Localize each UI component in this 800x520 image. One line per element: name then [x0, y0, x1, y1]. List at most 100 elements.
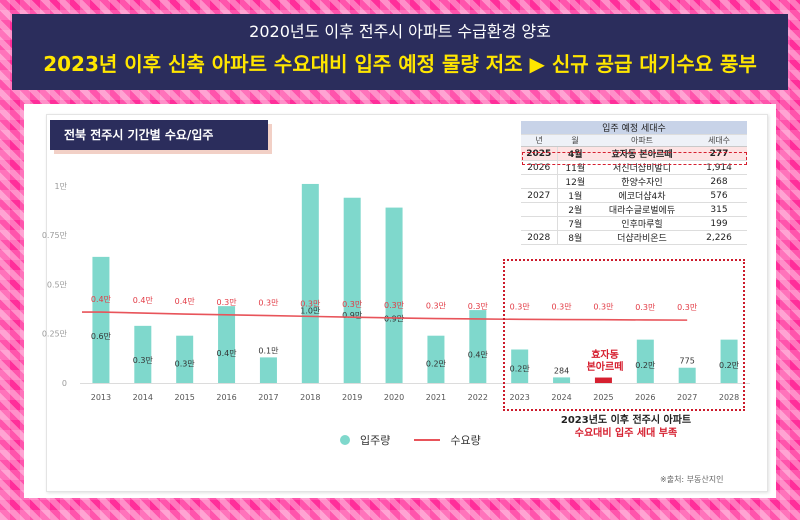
supply-bar-label: 1.0만	[300, 306, 321, 315]
x-tick-label: 2020	[384, 393, 404, 402]
demand-point-label: 0.3만	[217, 298, 238, 307]
supply-bar-label: 0.2만	[426, 359, 447, 368]
supply-bar-label: 0.4만	[468, 350, 489, 359]
demand-point-label: 0.3만	[552, 303, 573, 312]
schedule-title-row: 입주 예정 세대수	[521, 121, 747, 135]
legend-bar-label: 입주량	[360, 434, 391, 447]
demand-point-label: 0.3만	[593, 303, 614, 312]
demand-point-label: 0.3만	[342, 300, 363, 309]
schedule-header-apt: 아파트	[593, 134, 691, 147]
schedule-cell-month: 8월	[557, 230, 593, 245]
supply-bar	[427, 335, 445, 383]
x-tick-label: 2013	[91, 393, 111, 402]
schedule-row: 12월 한양수자인 268	[521, 174, 747, 189]
supply-bar	[469, 310, 487, 383]
hyoja-annotation-line1: 효자동	[591, 350, 619, 361]
supply-bar	[385, 207, 403, 383]
schedule-row: 2025 4월 효자동 본아르떼 277	[521, 146, 747, 161]
supply-bar-label: 0.9만	[342, 311, 363, 320]
schedule-cell-apt: 에코더샵4차	[593, 188, 691, 203]
supply-bar-label: 0.3만	[175, 359, 196, 368]
x-tick-label: 2022	[468, 393, 488, 402]
hyoja-annotation-line2: 본아르떼	[586, 362, 624, 373]
supply-bar	[594, 377, 612, 383]
demand-point-label: 0.3만	[677, 303, 698, 312]
supply-bar-label: 0.1만	[258, 346, 279, 355]
x-tick-label: 2023	[510, 393, 530, 402]
supply-bar	[636, 339, 654, 383]
schedule-cell-units: 268	[691, 174, 747, 189]
legend-bar-swatch	[340, 435, 350, 445]
schedule-cell-year: 2027	[521, 188, 558, 203]
schedule-table: 입주 예정 세대수 년 월 아파트 세대수 2025 4월 효자동 본아르떼 277 2…	[521, 121, 747, 245]
schedule-header-units: 세대수	[691, 134, 747, 147]
schedule-cell-month: 7월	[557, 216, 593, 231]
demand-point-label: 0.3만	[468, 302, 489, 311]
shortage-note-line2: 수요대비 입주 세대 부족	[574, 428, 678, 439]
demand-point-label: 0.4만	[175, 297, 196, 306]
supply-bar-label: 0.2만	[510, 364, 531, 373]
legend-line-swatch	[414, 439, 441, 441]
x-tick-label: 2019	[342, 393, 362, 402]
y-tick-label: 0.25만	[42, 330, 68, 339]
supply-bar-label: 0.3만	[133, 356, 154, 365]
supply-bar	[720, 339, 738, 383]
y-axis: 0 0.25만 0.5만 0.75만 1만	[42, 182, 68, 388]
x-tick-label: 2028	[719, 393, 739, 402]
demand-point-label: 0.3만	[384, 301, 405, 310]
header-banner: 2020년도 이후 전주시 아파트 수급환경 양호 2023년 이후 신축 아파…	[12, 14, 788, 90]
schedule-row: 2028 8월 더샵라비온드 2,226	[521, 230, 747, 245]
demand-point-label: 0.3만	[510, 302, 531, 311]
schedule-cell-apt: 한양수자인	[593, 174, 691, 189]
demand-point-label: 0.4만	[133, 296, 154, 305]
schedule-row: 2월 대라수글로벌에듀 315	[521, 202, 747, 217]
y-tick-label: 0.75만	[42, 231, 68, 240]
schedule-cell-units: 199	[691, 216, 747, 231]
x-tick-label: 2021	[426, 393, 446, 402]
schedule-cell-month: 12월	[557, 174, 593, 189]
future-period-highlight	[503, 259, 745, 411]
hyoja-annotation: 효자동 본아르떼	[580, 350, 630, 374]
supply-bar	[92, 256, 110, 383]
bar-series-supply: 0.6만 0.3만 0.3만 0.4만 0.1만 1.0만 0.9만 0.9만 0.2만 0.4만…	[91, 183, 740, 383]
x-tick-label: 2014	[133, 393, 153, 402]
supply-bar-label: 0.2만	[635, 361, 656, 370]
schedule-cell-units: 576	[691, 188, 747, 203]
demand-point-label: 0.4만	[91, 295, 112, 304]
supply-bar	[134, 325, 152, 383]
y-tick-label: 1만	[55, 182, 68, 191]
schedule-cell-apt: 효자동 본아르떼	[593, 146, 691, 161]
supply-bar	[218, 306, 236, 383]
schedule-header-month: 월	[557, 134, 593, 147]
demand-point-label: 0.3만	[258, 299, 279, 308]
x-tick-label: 2018	[300, 393, 320, 402]
schedule-cell-month: 4월	[557, 146, 593, 161]
x-tick-label: 2015	[175, 393, 195, 402]
schedule-cell-year	[521, 174, 558, 189]
schedule-cell-month: 2월	[557, 202, 593, 217]
schedule-highlight-box	[522, 152, 747, 165]
supply-bar	[553, 377, 571, 383]
chart-legend: 입주량 수요량	[340, 432, 481, 448]
chart-title: 전북 전주시 기간별 수요/입주	[50, 120, 268, 150]
demand-line	[82, 311, 688, 321]
schedule-cell-apt: 인후마루힐	[593, 216, 691, 231]
schedule-cell-year	[521, 202, 558, 217]
schedule-header-year: 년	[521, 134, 557, 147]
x-axis: 2013 2014 2015 2016 2017 2018 2019 2020 2021 2022…	[80, 383, 750, 402]
schedule-cell-units: 315	[691, 202, 747, 217]
demand-point-label: 0.3만	[300, 299, 321, 308]
y-tick-label: 0.5만	[47, 280, 68, 289]
banner-subtitle: 2020년도 이후 전주시 아파트 수급환경 양호	[249, 22, 551, 41]
supply-bar	[678, 367, 696, 383]
y-tick-label: 0	[62, 379, 67, 388]
supply-bar-label: 0.2만	[719, 361, 740, 370]
x-tick-label: 2017	[258, 393, 278, 402]
schedule-cell-units: 2,226	[691, 230, 747, 245]
source-note: ※출처: 부동산지인	[660, 475, 724, 484]
supply-bar-label: 284	[554, 366, 569, 375]
supply-bar-label: 0.9만	[384, 315, 405, 324]
supply-bar-label: 775	[680, 357, 695, 366]
schedule-header-row: 년 월 아파트 세대수	[521, 134, 747, 147]
